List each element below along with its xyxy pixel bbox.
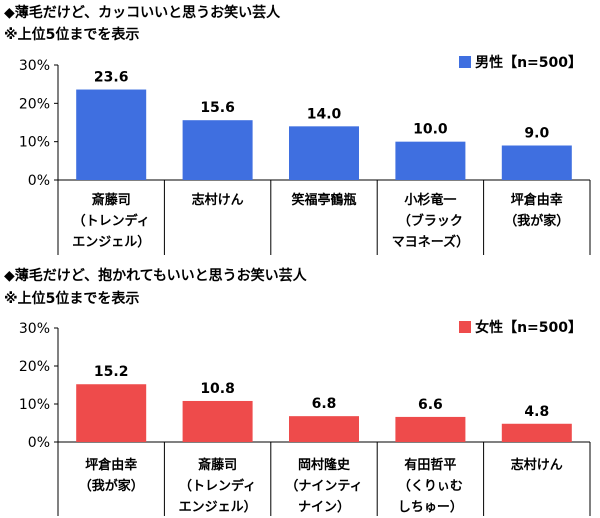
x-tick-label: 志村けん xyxy=(511,457,563,473)
x-tick-label: （トレンディ xyxy=(179,478,256,494)
bar xyxy=(289,126,359,180)
bar xyxy=(501,423,572,442)
x-tick-label: 有田哲平 xyxy=(404,457,456,473)
x-tick-label: （ナインティ xyxy=(285,478,362,494)
chart-subtitle: ※上位5位までを表示 xyxy=(4,27,140,43)
bar xyxy=(76,89,147,180)
x-tick-label: マヨネーズ） xyxy=(392,234,469,250)
x-tick-label: 坪倉由幸 xyxy=(511,192,563,208)
x-tick-label: エンジェル） xyxy=(72,234,150,250)
data-label: 23.6 xyxy=(94,70,129,86)
y-tick-label: 30% xyxy=(19,58,50,74)
data-label: 15.6 xyxy=(200,100,235,116)
bar xyxy=(395,141,466,180)
data-label: 9.0 xyxy=(524,126,549,142)
y-tick-label: 10% xyxy=(19,397,50,413)
x-tick-label: ナイン） xyxy=(298,499,350,515)
data-label: 10.8 xyxy=(200,381,235,397)
x-tick-label: 坪倉由幸 xyxy=(85,457,137,473)
x-tick-label: （トレンディ xyxy=(73,213,150,229)
y-tick-label: 20% xyxy=(19,96,50,112)
chart-male: ◆薄毛だけど、カッコいいと思うお笑い芸人 ※上位5位までを表示 男性【n=500… xyxy=(4,5,591,255)
y-tick-label: 0% xyxy=(28,173,50,189)
legend-label: 男性【n=500】 xyxy=(475,55,582,71)
chart-title: ◆薄毛だけど、カッコいいと思うお笑い芸人 xyxy=(4,5,281,21)
bar xyxy=(76,384,147,442)
x-tick-label: エンジェル） xyxy=(179,499,257,515)
x-tick-label: しちゅー） xyxy=(398,499,463,515)
data-label: 14.0 xyxy=(307,106,342,122)
y-tick-label: 30% xyxy=(19,321,50,337)
bar xyxy=(395,416,466,442)
chart-legend: 男性【n=500】 xyxy=(459,52,582,72)
y-tick-label: 10% xyxy=(19,135,50,151)
chart-legend: 女性【n=500】 xyxy=(459,317,582,337)
bar xyxy=(501,145,572,180)
bar xyxy=(182,400,253,442)
x-tick-label: 斎藤司 xyxy=(92,192,131,208)
chart-title: ◆薄毛だけど、抱かれてもいいと思うお笑い芸人 xyxy=(4,268,307,284)
x-tick-label: 斎藤司 xyxy=(198,457,237,473)
y-tick-label: 20% xyxy=(19,359,50,375)
chart-subtitle: ※上位5位までを表示 xyxy=(4,291,140,307)
x-tick-label: 笑福亭鶴瓶 xyxy=(291,192,356,208)
bar-chart-plot: 0% 10% 20% 30% 15.2 坪倉由幸 （我が家） 10.8 斎藤司 （トレンディエンジ… xyxy=(19,321,591,516)
x-tick-label: 志村けん xyxy=(192,192,244,208)
data-label: 6.6 xyxy=(418,397,443,413)
x-tick-label: 小杉竜一 xyxy=(404,192,456,208)
bar xyxy=(182,120,253,180)
legend-swatch xyxy=(459,56,472,68)
bar xyxy=(289,416,359,442)
x-tick-label: （我が家） xyxy=(79,478,144,494)
chart-female: ◆薄毛だけど、抱かれてもいいと思うお笑い芸人 ※上位5位までを表示 女性【n=5… xyxy=(0,259,600,518)
legend-label: 女性【n=500】 xyxy=(475,320,582,336)
data-label: 10.0 xyxy=(413,122,448,138)
data-label: 15.2 xyxy=(94,364,129,380)
y-tick-label: 0% xyxy=(28,435,50,451)
x-tick-label: （我が家） xyxy=(504,213,569,229)
x-tick-label: （ブラック xyxy=(398,213,463,229)
legend-swatch xyxy=(459,321,472,333)
x-tick-label: 岡村隆史 xyxy=(298,457,351,473)
data-label: 6.8 xyxy=(312,396,337,412)
data-label: 4.8 xyxy=(524,404,549,420)
x-tick-label: （くりぃむ xyxy=(398,478,463,494)
